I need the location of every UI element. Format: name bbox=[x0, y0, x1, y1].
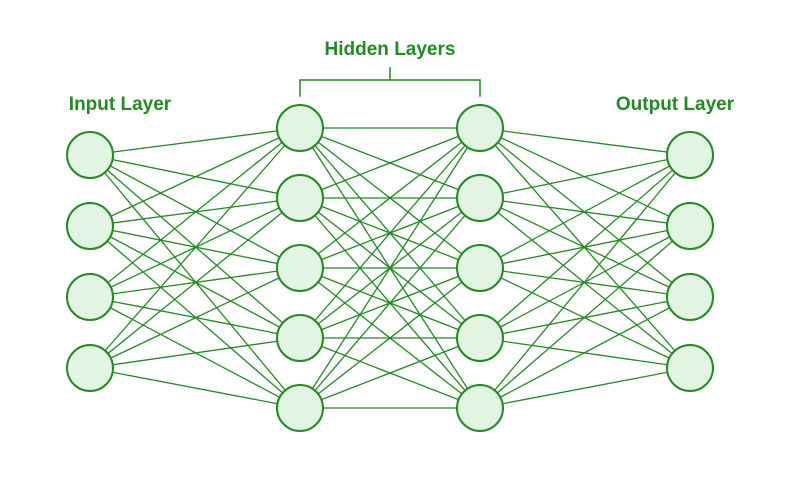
hidden2-node bbox=[457, 385, 503, 431]
output-layer-label: Output Layer bbox=[616, 94, 735, 115]
input-node bbox=[67, 345, 113, 391]
input-layer-label: Input Layer bbox=[69, 94, 172, 115]
edge bbox=[480, 226, 690, 408]
neural-network-diagram: Input Layer Hidden Layers Output Layer bbox=[0, 0, 800, 504]
edge bbox=[480, 155, 690, 338]
output-node bbox=[667, 203, 713, 249]
edge bbox=[480, 368, 690, 408]
output-node bbox=[667, 345, 713, 391]
hidden2-node bbox=[457, 105, 503, 151]
hidden2-node bbox=[457, 245, 503, 291]
hidden1-node bbox=[277, 245, 323, 291]
input-node bbox=[67, 132, 113, 178]
labels-bracket-group: Input Layer Hidden Layers Output Layer bbox=[69, 39, 735, 115]
output-node bbox=[667, 274, 713, 320]
input-node bbox=[67, 203, 113, 249]
output-node bbox=[667, 132, 713, 178]
edge bbox=[90, 368, 300, 408]
hidden1-node bbox=[277, 315, 323, 361]
edge bbox=[480, 128, 690, 155]
hidden2-node bbox=[457, 315, 503, 361]
hidden1-node bbox=[277, 385, 323, 431]
edges-group bbox=[90, 128, 690, 408]
edge bbox=[90, 128, 300, 155]
edge bbox=[480, 155, 690, 198]
hidden-layer-label: Hidden Layers bbox=[325, 39, 456, 60]
hidden2-node bbox=[457, 175, 503, 221]
hidden1-node bbox=[277, 175, 323, 221]
input-node bbox=[67, 274, 113, 320]
hidden-layers-bracket bbox=[300, 68, 480, 96]
hidden1-node bbox=[277, 105, 323, 151]
